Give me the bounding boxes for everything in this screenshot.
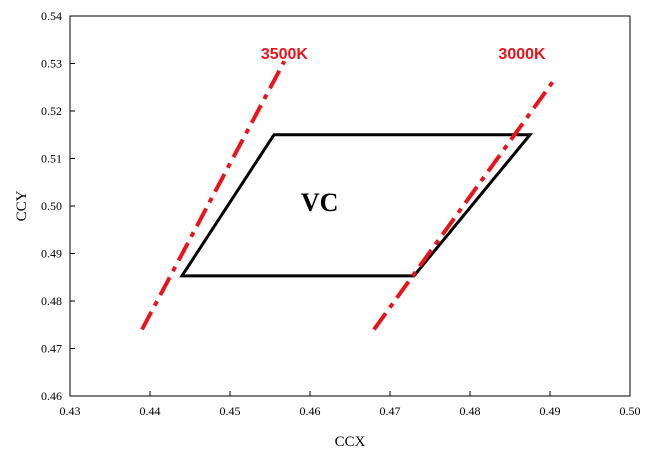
series-vc-line: [179, 133, 534, 278]
x-axis: 0.43 0.44 0.45 0.46 0.47 0.48 0.49 0.50: [60, 391, 641, 418]
series-layer: [140, 60, 556, 331]
y-tick-label: 0.52: [41, 104, 62, 118]
x-tick-label: 0.44: [140, 404, 161, 418]
y-tick-label: 0.49: [41, 247, 62, 261]
y-tick-label: 0.47: [41, 342, 62, 356]
x-tick-label: 0.49: [540, 404, 561, 418]
y-axis-label: CCY: [14, 190, 30, 221]
label-3500k: 3500K: [261, 46, 309, 63]
y-tick-label: 0.51: [41, 152, 62, 166]
x-axis-label: CCX: [335, 434, 366, 450]
series-3000k-line: [372, 78, 556, 331]
x-tick-label: 0.47: [380, 404, 401, 418]
series-3500k-line: [140, 60, 287, 331]
x-tick-label: 0.45: [220, 404, 241, 418]
y-tick-label: 0.48: [41, 294, 62, 308]
x-tick-label: 0.43: [60, 404, 81, 418]
y-tick-label: 0.46: [41, 389, 62, 403]
x-tick-label: 0.46: [300, 404, 321, 418]
y-tick-label: 0.53: [41, 57, 62, 71]
annotation-layer: 3500K 3000K VC: [261, 46, 546, 217]
x-tick-label: 0.50: [620, 404, 641, 418]
label-vc: VC: [301, 188, 339, 217]
y-tick-label: 0.54: [41, 9, 62, 23]
y-axis: 0.46 0.47 0.48 0.49 0.50 0.51 0.52 0.53 0.54: [41, 9, 75, 403]
plot-border: [69, 15, 631, 397]
x-tick-label: 0.48: [460, 404, 481, 418]
plot-area: [69, 15, 631, 397]
y-tick-label: 0.50: [41, 199, 62, 213]
label-3000k: 3000K: [498, 46, 546, 63]
